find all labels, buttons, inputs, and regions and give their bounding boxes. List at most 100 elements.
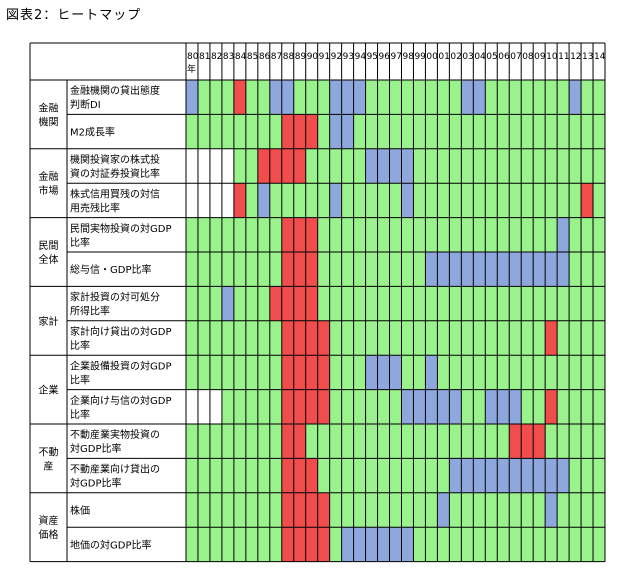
heatmap-cell-5-85 [245, 252, 258, 287]
heatmap-cell-3-85 [245, 183, 258, 218]
heatmap-cell-10-81 [197, 424, 210, 459]
heatmap-cell-2-98 [401, 148, 414, 184]
heatmap-cell-6-03 [461, 286, 474, 321]
heatmap-cell-6-01 [437, 286, 450, 321]
heatmap-cell-11-80 [186, 458, 198, 493]
heatmap-cell-11-13 [581, 458, 594, 493]
heatmap-cell-2-06 [497, 148, 510, 184]
year-label-85: 85 [247, 52, 258, 62]
heatmap-cell-3-86 [257, 183, 270, 218]
heatmap-cell-7-84 [233, 320, 246, 356]
heatmap-cell-5-80 [186, 252, 198, 287]
heatmap-cell-4-13 [581, 217, 594, 252]
heatmap-cell-0-14 [593, 80, 605, 115]
heatmap-cell-5-98 [401, 252, 414, 287]
heatmap-cell-12-14 [593, 492, 605, 528]
heatmap-cell-10-86 [257, 424, 270, 459]
heatmap-cell-1-86 [257, 114, 270, 149]
year-label-89: 89 [295, 52, 307, 62]
heatmap-cell-12-03 [461, 492, 474, 528]
heatmap-cell-1-97 [389, 114, 402, 149]
heatmap-cell-8-80 [186, 355, 198, 390]
heatmap-cell-9-98 [401, 389, 414, 424]
heatmap-cell-7-89 [293, 320, 306, 356]
year-label-90: 90 [307, 52, 319, 62]
heatmap-cell-3-97 [389, 183, 402, 218]
heatmap-cell-7-81 [197, 320, 210, 356]
heatmap-cell-11-14 [593, 458, 605, 493]
heatmap-cell-9-82 [209, 389, 222, 424]
heatmap-cell-3-93 [341, 183, 354, 218]
heatmap-cell-10-12 [569, 424, 582, 459]
heatmap-cell-1-14 [593, 114, 605, 149]
year-label-92: 92 [331, 52, 342, 62]
heatmap-cell-11-82 [209, 458, 222, 493]
heatmap-cell-13-94 [353, 527, 366, 562]
heatmap-cell-0-02 [449, 80, 462, 115]
heatmap-cell-10-08 [521, 424, 534, 459]
heatmap-cell-3-01 [437, 183, 450, 218]
heatmap-cell-8-86 [257, 355, 270, 390]
category-label-0: 機関 [39, 115, 59, 128]
heatmap-cell-5-00 [425, 252, 438, 287]
year-label-06: 06 [498, 52, 510, 62]
heatmap-cell-2-01 [437, 148, 450, 184]
heatmap-cell-7-06 [497, 320, 510, 356]
heatmap-cell-2-90 [305, 148, 318, 184]
heatmap-cell-1-07 [509, 114, 522, 149]
heatmap-cell-8-81 [197, 355, 210, 390]
heatmap-cell-7-90 [305, 320, 318, 356]
heatmap-cell-1-08 [521, 114, 534, 149]
heatmap-cell-7-03 [461, 320, 474, 356]
heatmap-cell-2-91 [317, 148, 330, 184]
heatmap-cell-4-85 [245, 217, 258, 252]
heatmap-cell-8-02 [449, 355, 462, 390]
heatmap-cell-11-08 [521, 458, 534, 493]
heatmap-cell-9-91 [317, 389, 330, 424]
heatmap-cell-11-07 [509, 458, 522, 493]
heatmap-cell-9-06 [497, 389, 510, 424]
heatmap-cell-11-96 [377, 458, 390, 493]
heatmap-cell-0-06 [497, 80, 510, 115]
row-label-10: 不動産業実物投資の [70, 428, 160, 441]
year-label-11: 11 [558, 52, 569, 62]
heatmap-cell-8-92 [329, 355, 342, 390]
row-label-7: 比率 [70, 339, 90, 352]
heatmap-cell-5-95 [365, 252, 378, 287]
heatmap-cell-9-99 [413, 389, 426, 424]
heatmap-cell-12-95 [365, 492, 378, 528]
heatmap-cell-7-92 [329, 320, 342, 356]
row-label-2: 資の対証券投資比率 [70, 167, 160, 180]
heatmap-cell-9-00 [425, 389, 438, 424]
heatmap-cell-8-14 [593, 355, 605, 390]
heatmap-cell-2-97 [389, 148, 402, 184]
row-label-4: 民間実物投資の対GDP [70, 222, 171, 235]
year-label-91: 91 [319, 52, 330, 62]
heatmap-cell-11-12 [569, 458, 582, 493]
heatmap-cell-10-06 [497, 424, 510, 459]
category-label-6: 資産 [39, 514, 59, 527]
heatmap-cell-9-85 [245, 389, 258, 424]
heatmap-cell-12-10 [545, 492, 558, 528]
heatmap-cell-3-87 [269, 183, 282, 218]
heatmap-cell-0-12 [569, 80, 582, 115]
heatmap-cell-11-85 [245, 458, 258, 493]
heatmap-cell-0-07 [509, 80, 522, 115]
heatmap-cell-1-90 [305, 114, 318, 149]
heatmap-cell-4-82 [209, 217, 222, 252]
heatmap-cell-8-10 [545, 355, 558, 390]
heatmap-cell-8-07 [509, 355, 522, 390]
heatmap-cell-8-13 [581, 355, 594, 390]
heatmap-cell-3-95 [365, 183, 378, 218]
heatmap-cell-4-03 [461, 217, 474, 252]
heatmap-cell-2-12 [569, 148, 582, 184]
heatmap-cell-7-87 [269, 320, 282, 356]
heatmap-cell-2-94 [353, 148, 366, 184]
heatmap-cell-10-13 [581, 424, 594, 459]
year-label-01: 01 [438, 52, 449, 62]
heatmap-cell-2-87 [269, 148, 282, 184]
heatmap-cell-5-11 [557, 252, 570, 287]
heatmap-cell-8-03 [461, 355, 474, 390]
heatmap-cell-5-01 [437, 252, 450, 287]
heatmap-cell-5-82 [209, 252, 222, 287]
